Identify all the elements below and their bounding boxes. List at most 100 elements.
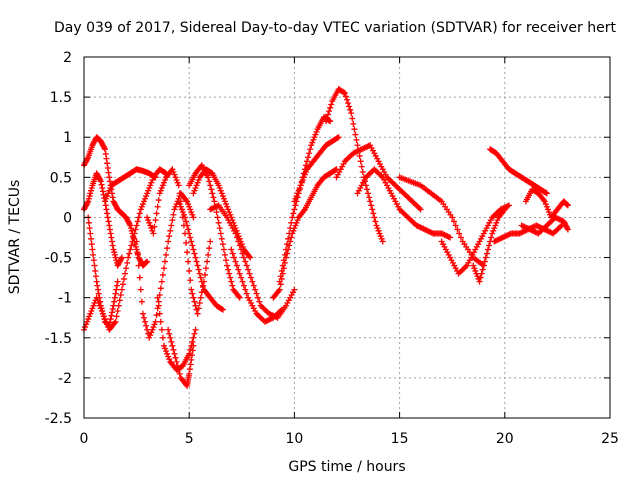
data-point [302,168,309,175]
data-point [476,278,483,285]
data-point [85,198,92,205]
data-point [235,266,242,273]
data-point [157,318,164,325]
data-point [97,177,104,184]
data-point [186,366,193,373]
data-point [186,267,193,274]
data-point [98,305,105,312]
data-point [150,230,157,237]
data-point [481,258,488,265]
data-point [216,225,223,232]
data-point [357,158,364,165]
data-point [118,254,125,261]
data-point [471,265,478,272]
data-point [235,238,242,245]
data-point [96,294,103,301]
data-point [114,308,121,315]
data-point [152,217,159,224]
data-point [145,187,152,194]
data-point [136,210,143,217]
data-point [106,222,113,229]
data-point [169,166,176,173]
data-point [506,202,513,209]
data-point [190,190,197,197]
data-point [90,251,97,258]
data-point [166,356,173,363]
data-point [226,209,233,216]
data-point [160,342,167,349]
data-point [108,234,115,241]
data-point [236,242,243,249]
data-point [351,126,358,133]
data-point [209,190,216,197]
data-point [356,152,363,159]
data-point [155,302,162,309]
data-point [151,223,158,230]
data-point [195,305,202,312]
data-point [190,214,197,221]
data-point [224,262,231,269]
data-point [156,190,163,197]
data-point [540,197,547,204]
data-point [206,245,213,252]
data-point [253,290,260,297]
data-point [190,342,197,349]
data-marks [81,86,571,389]
x-axis-label: GPS time / hours [288,459,405,475]
series-track-24 [487,146,550,197]
data-point [326,108,333,115]
data-point [138,203,145,210]
data-point [341,90,348,97]
series-track-6 [133,190,197,341]
data-point [564,202,571,209]
data-point [176,370,183,377]
data-point [88,185,95,192]
data-point [105,190,112,197]
data-point [277,281,284,288]
data-point [564,226,571,233]
data-point [171,171,178,178]
data-point [159,182,166,189]
data-point [233,262,240,269]
data-point [156,310,163,317]
data-point [252,286,259,293]
data-point [112,290,119,297]
data-point [85,316,92,323]
data-point [494,217,501,224]
data-point [344,96,350,103]
data-point [174,179,181,186]
series-track-15 [270,166,340,301]
data-point [470,262,477,269]
data-point [151,173,158,180]
data-point [148,225,155,232]
data-point [197,274,204,281]
data-point [103,195,110,202]
data-point [292,202,299,209]
data-point [193,182,200,189]
data-point [170,168,177,175]
series-track-2 [81,170,125,269]
data-point [88,308,95,315]
x-tick-label: 15 [391,431,409,447]
data-point [86,313,93,320]
data-point [238,274,245,281]
data-point [145,217,152,224]
data-point [84,199,91,206]
data-point [301,171,308,178]
data-point [189,338,196,345]
data-point [232,230,239,237]
data-point [110,246,117,253]
data-point [276,286,283,293]
data-point [176,201,183,208]
data-point [181,214,188,221]
data-point [235,293,242,300]
data-point [148,329,155,336]
data-point [218,306,225,313]
data-point [374,225,381,232]
series-track-27 [518,214,571,237]
data-point [98,181,105,188]
data-point [365,190,372,197]
data-point [192,185,199,192]
data-point [175,182,182,189]
